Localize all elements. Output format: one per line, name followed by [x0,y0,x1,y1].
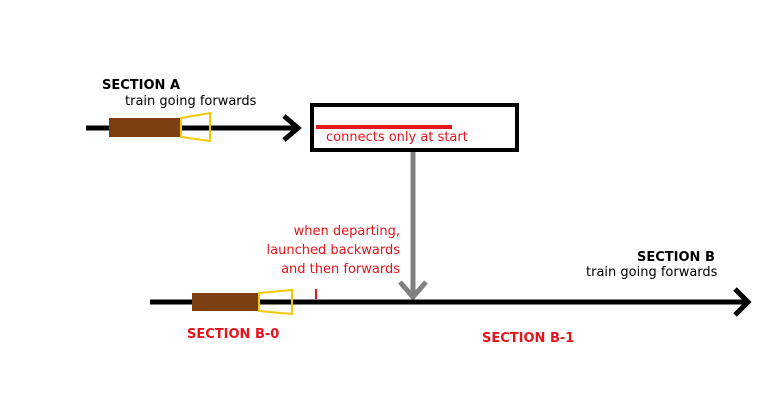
connector-note-line-3: and then forwards [250,260,400,279]
section-b-train-body [192,293,259,311]
section-b1-label: SECTION B-1 [482,331,574,347]
connector-note: when departing, launched backwards and t… [250,222,400,279]
section-b-subtitle: train going forwards [586,265,717,281]
section-b-title: SECTION B [637,250,715,266]
section-a-title: SECTION A [102,78,180,94]
section-a-train-body [109,118,181,137]
box-label: connects only at start [326,130,468,146]
connector-note-line-1: when departing, [250,222,400,241]
connector-note-line-2: launched backwards [250,241,400,260]
section-b0-label: SECTION B-0 [187,327,279,343]
section-a-subtitle: train going forwards [125,94,256,110]
